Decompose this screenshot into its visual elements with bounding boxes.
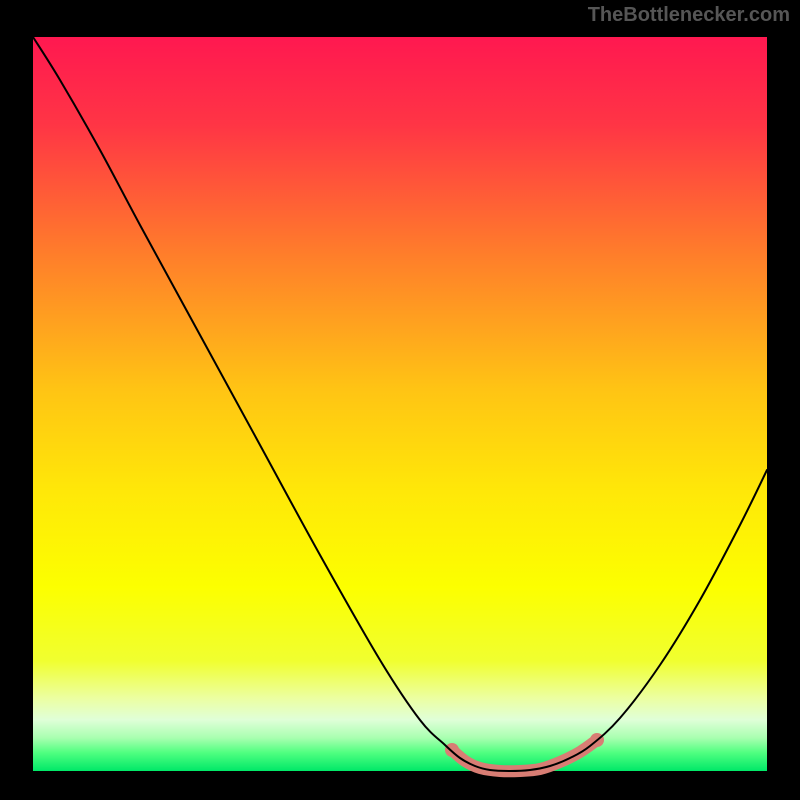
chart-container [0,0,800,800]
chart-svg [0,0,800,800]
watermark-text: TheBottlenecker.com [588,4,790,27]
gradient-plot-area [33,37,767,771]
